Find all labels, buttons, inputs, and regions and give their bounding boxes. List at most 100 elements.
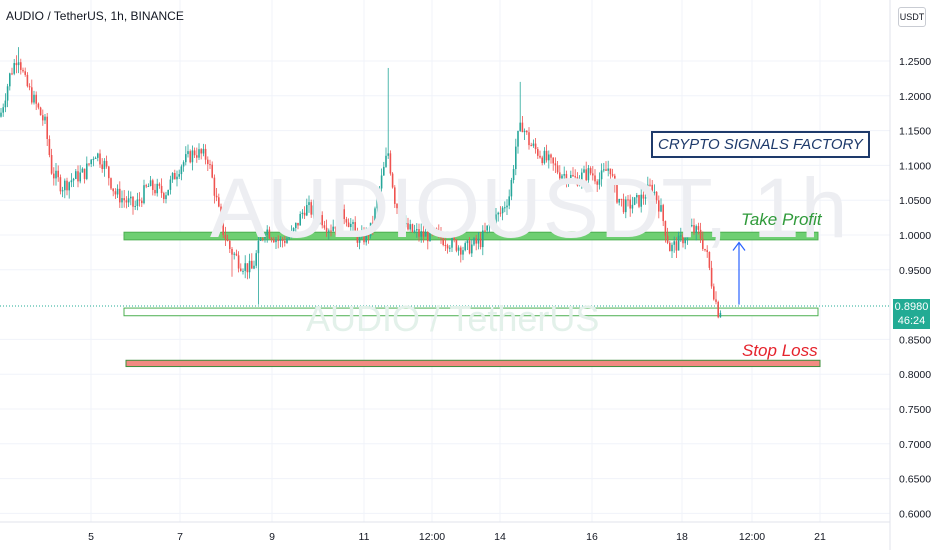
candle-body xyxy=(548,154,550,161)
candle-body xyxy=(629,199,631,209)
candle-body xyxy=(471,244,473,254)
candle-body xyxy=(519,122,521,131)
candle-body xyxy=(308,202,310,206)
candle-body xyxy=(462,250,464,255)
candle-body xyxy=(246,263,249,273)
candle-body xyxy=(451,236,453,248)
candle-body xyxy=(15,63,18,66)
candle-body xyxy=(585,169,587,181)
candle-body xyxy=(33,94,35,103)
candle-body xyxy=(473,238,475,245)
candle-body xyxy=(4,100,7,108)
candle-body xyxy=(119,188,121,203)
candle-body xyxy=(420,231,422,237)
candle-body xyxy=(268,229,271,239)
candle-body xyxy=(310,202,312,215)
candle-body xyxy=(171,173,174,180)
candle-body xyxy=(713,286,715,300)
arrow-head xyxy=(732,241,746,251)
price-tick-label: 1.2500 xyxy=(899,56,931,68)
candle-body xyxy=(235,253,238,256)
candle-body xyxy=(341,209,343,227)
candle-body xyxy=(167,189,169,196)
candle-body xyxy=(189,151,191,163)
candle-body xyxy=(605,169,607,171)
price-tick-label: 1.1000 xyxy=(899,160,931,172)
price-tick-label: 0.6500 xyxy=(899,474,931,486)
candle-body xyxy=(594,175,596,182)
candle-body xyxy=(622,199,625,213)
candle-body xyxy=(61,190,64,192)
candle-body xyxy=(57,170,59,178)
candle-body xyxy=(697,226,700,230)
candle-body xyxy=(475,238,477,244)
candle-body xyxy=(75,171,77,179)
candle-body xyxy=(55,170,57,179)
candle-body xyxy=(501,207,504,214)
candle-body xyxy=(136,199,139,206)
candle-body xyxy=(50,155,53,174)
candle-body xyxy=(13,63,15,74)
candle-body xyxy=(72,178,75,181)
candle-body xyxy=(279,239,282,241)
candle-body xyxy=(598,179,601,185)
candle-body xyxy=(99,153,101,165)
candle-body xyxy=(587,168,590,181)
candle-body xyxy=(332,226,334,232)
candle-body xyxy=(706,250,708,252)
candle-body xyxy=(328,230,330,232)
candle-body xyxy=(26,74,29,87)
candle-body xyxy=(715,299,717,302)
candle-body xyxy=(380,175,383,189)
time-tick-label: 9 xyxy=(269,531,275,543)
candle-body xyxy=(138,199,141,201)
candle-body xyxy=(664,221,667,236)
candle-body xyxy=(361,232,363,238)
candle-body xyxy=(460,247,462,255)
candle-body xyxy=(158,183,161,186)
candle-body xyxy=(198,149,200,158)
candle-body xyxy=(627,199,629,201)
candle-body xyxy=(567,180,570,183)
candle-body xyxy=(576,177,579,186)
candle-body xyxy=(556,165,559,173)
candle-body xyxy=(550,154,552,158)
candle-body xyxy=(9,73,11,87)
candle-body xyxy=(209,164,211,166)
candle-body xyxy=(200,149,202,154)
bar-countdown: 46:24 xyxy=(897,315,926,327)
candle-body xyxy=(563,174,565,176)
candle-body xyxy=(486,225,488,231)
candle-body xyxy=(88,163,90,165)
time-tick-label: 12:00 xyxy=(739,531,765,543)
candle-body xyxy=(90,159,92,165)
candle-body xyxy=(497,212,499,215)
candle-body xyxy=(422,231,425,237)
candle-body xyxy=(477,238,480,244)
candle-body xyxy=(537,149,539,156)
price-tick-label: 0.9500 xyxy=(899,265,931,277)
candle-body xyxy=(396,203,398,209)
candle-body xyxy=(493,220,495,226)
candle-body xyxy=(207,159,209,165)
candle-body xyxy=(534,143,537,150)
candle-body xyxy=(222,217,224,236)
candle-body xyxy=(147,186,150,188)
candle-body xyxy=(673,241,675,245)
candle-body xyxy=(149,180,152,187)
candle-body xyxy=(224,235,227,240)
candle-body xyxy=(424,231,427,237)
currency-unit-button[interactable]: USDT xyxy=(898,7,926,27)
candle-body xyxy=(618,198,620,203)
symbol-title[interactable]: AUDIO / TetherUS, 1h, BINANCE xyxy=(6,9,184,23)
level-zone-1 xyxy=(123,231,819,241)
price-tick-label: 0.6000 xyxy=(899,508,931,520)
candle-body xyxy=(385,155,387,167)
candle-body xyxy=(358,237,361,243)
price-tick-label: 0.8000 xyxy=(899,369,931,381)
candle-body xyxy=(132,196,134,207)
candle-body xyxy=(655,191,658,201)
candle-body xyxy=(165,195,167,200)
candle-body xyxy=(220,206,222,218)
